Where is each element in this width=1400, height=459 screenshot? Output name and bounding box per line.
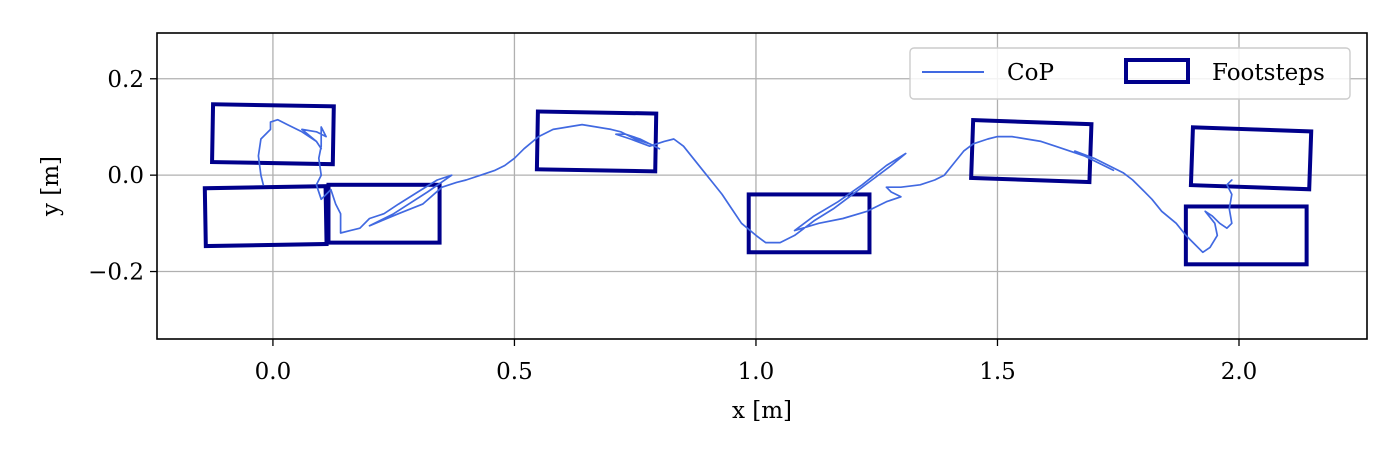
plot-frame — [156, 32, 1368, 340]
x-tick-label: 0.5 — [496, 359, 533, 385]
plot-area — [202, 102, 1314, 267]
legend-footsteps-label: Footsteps — [1212, 60, 1325, 86]
footstep-5 — [746, 192, 872, 255]
y-tick-label: −0.2 — [88, 260, 144, 286]
footstep-3 — [326, 182, 442, 245]
y-tick-label: 0.2 — [107, 67, 144, 93]
y-tick-label: 0.0 — [107, 163, 144, 189]
footstep-2 — [202, 184, 329, 249]
cop-trajectory-line — [257, 118, 1233, 254]
x-tick-label: 2.0 — [1221, 359, 1258, 385]
footstep-4 — [534, 109, 659, 174]
legend-frame — [909, 47, 1351, 100]
x-tick-label: 0.0 — [255, 359, 292, 385]
axis-ticks: 0.0 0.5 1.0 1.5 2.0 −0.2 0.0 0.2 — [88, 67, 1257, 385]
footstep-7 — [1188, 125, 1314, 192]
x-tick-label: 1.5 — [979, 359, 1016, 385]
x-tick-label: 1.0 — [738, 359, 775, 385]
x-axis-label: x [m] — [732, 398, 792, 424]
legend-cop-label: CoP — [1007, 60, 1054, 86]
y-axis-label: y [m] — [38, 156, 64, 217]
footstep-1 — [210, 102, 336, 167]
footstep-8 — [1183, 204, 1309, 267]
legend-footsteps-swatch — [1124, 58, 1190, 84]
legend: CoP Footsteps — [909, 47, 1351, 100]
footstep-6 — [969, 118, 1094, 185]
